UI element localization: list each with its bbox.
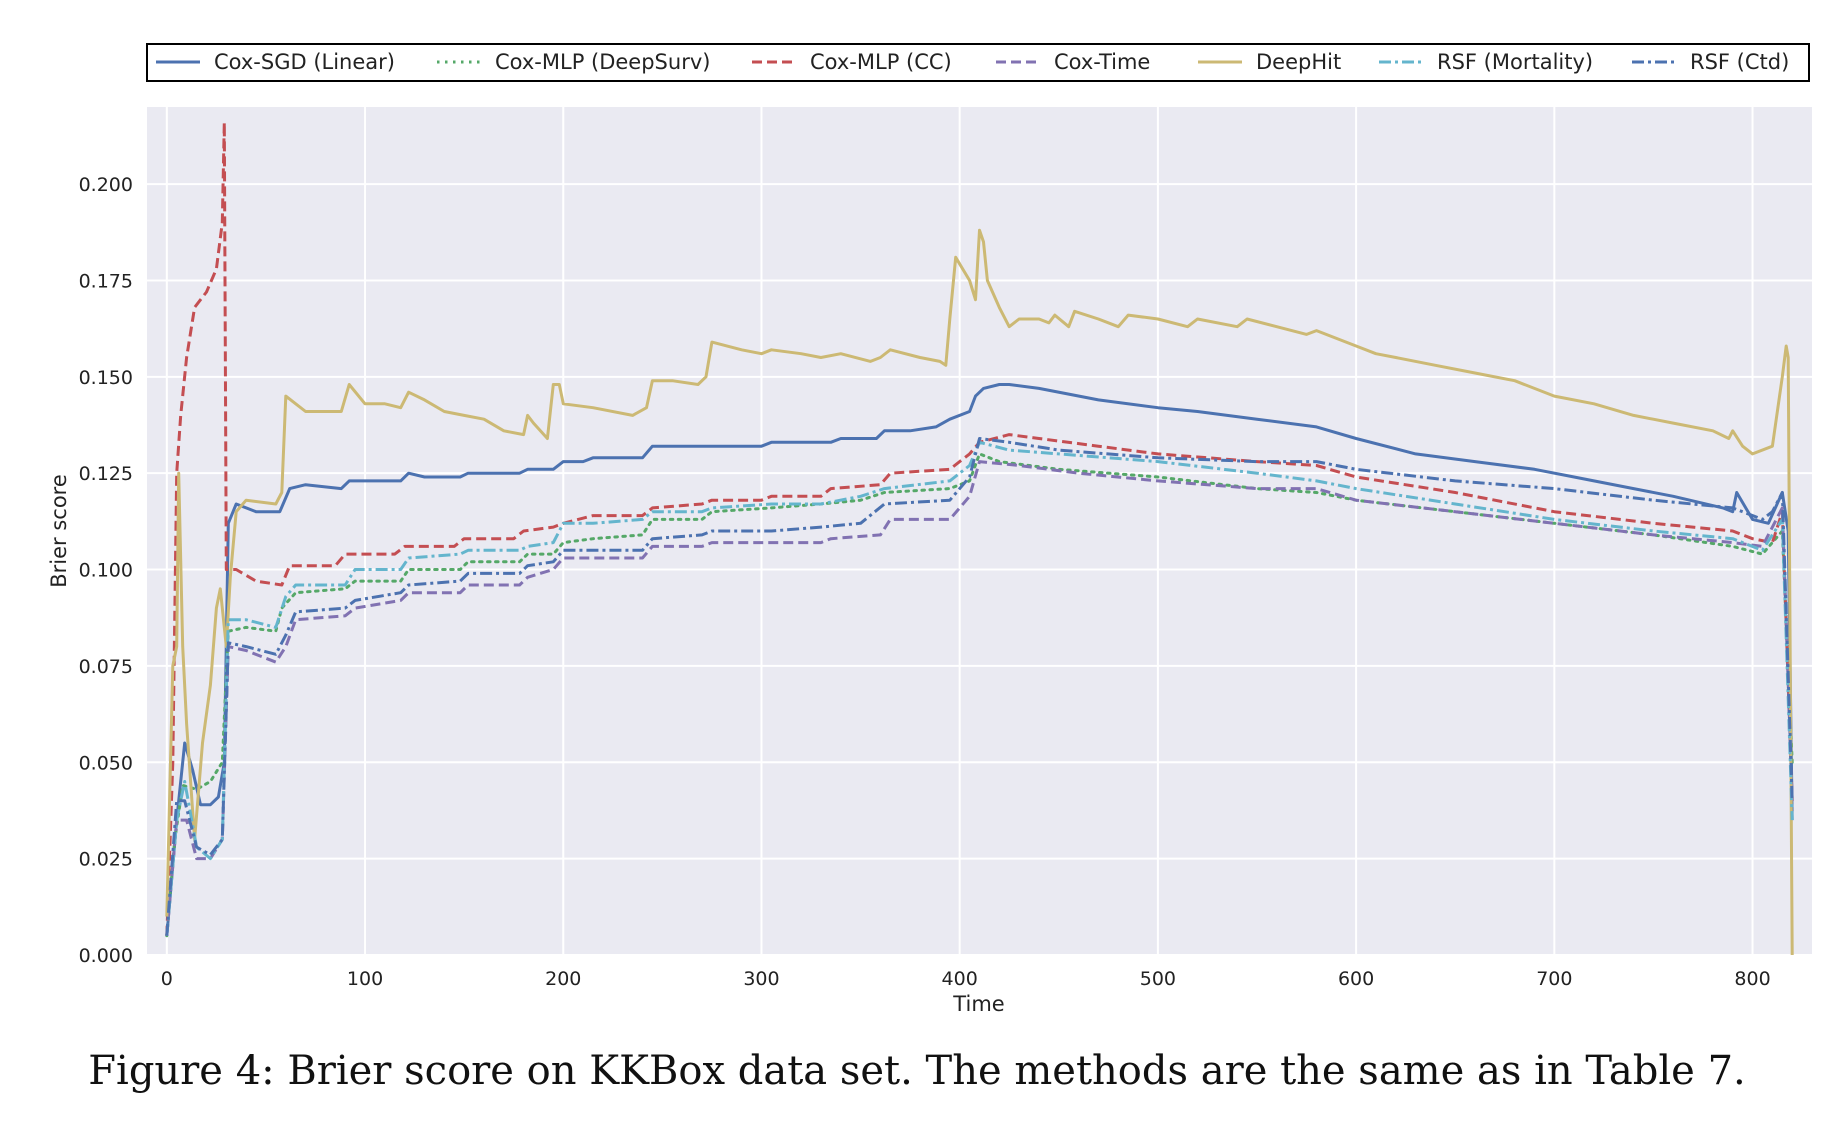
legend-label: DeepHit: [1256, 50, 1341, 74]
y-tick-label: 0.150: [79, 367, 133, 389]
y-axis-label: Brier score: [47, 474, 71, 588]
series-line-rsf-mortality: [165, 440, 1794, 936]
legend-label: Cox-MLP (DeepSurv): [495, 50, 710, 74]
brier-score-chart: 0.000 0.025 0.050 0.075 0.100 0.125 0.150 0.175…: [47, 43, 1812, 1016]
x-tick-label: 400: [942, 968, 978, 990]
series-line-rsf-ctd: [165, 437, 1794, 936]
y-tick-label: 0.025: [79, 849, 133, 871]
legend: Cox-SGD (Linear) Cox-MLP (DeepSurv) Cox-ML…: [146, 43, 1810, 82]
y-tick-label: 0.050: [79, 752, 133, 774]
y-axis-ticks: 0.000 0.025 0.050 0.075 0.100 0.125 0.150 0.175…: [79, 174, 133, 967]
legend-label: Cox-MLP (CC): [810, 50, 952, 74]
y-tick-label: 0.175: [79, 270, 133, 292]
legend-label: RSF (Ctd): [1690, 50, 1789, 74]
x-axis-label: Time: [952, 992, 1004, 1016]
series-line-cox-mlp-cc: [165, 120, 1794, 936]
x-tick-label: 500: [1140, 968, 1176, 990]
series-line-deephit: [165, 228, 1794, 956]
figure-caption: Figure 4: Brier score on KKBox data set.…: [88, 1048, 1746, 1094]
series-lines: [165, 120, 1794, 956]
x-tick-label: 700: [1536, 968, 1572, 990]
series-line-cox-mlp-deepsurv: [165, 452, 1794, 938]
y-tick-label: 0.200: [79, 174, 133, 196]
y-tick-label: 0.100: [79, 560, 133, 582]
x-tick-label: 600: [1338, 968, 1374, 990]
y-tick-label: 0.075: [79, 656, 133, 678]
y-tick-label: 0.000: [79, 945, 133, 967]
x-tick-label: 100: [347, 968, 383, 990]
legend-box: [146, 43, 1810, 82]
legend-label: Cox-Time: [1054, 50, 1150, 74]
series-line-cox-sgd-linear: [165, 383, 1794, 936]
x-tick-label: 0: [161, 968, 173, 990]
legend-label: RSF (Mortality): [1437, 50, 1593, 74]
x-tick-label: 300: [743, 968, 779, 990]
grid-lines: [147, 107, 1812, 956]
x-tick-label: 200: [545, 968, 581, 990]
series-line-cox-time: [165, 460, 1794, 936]
legend-label: Cox-SGD (Linear): [214, 50, 395, 74]
y-tick-label: 0.125: [79, 463, 133, 485]
x-axis-ticks: 0 100 200 300 400 500 600 700 800: [161, 968, 1771, 990]
x-tick-label: 800: [1734, 968, 1770, 990]
